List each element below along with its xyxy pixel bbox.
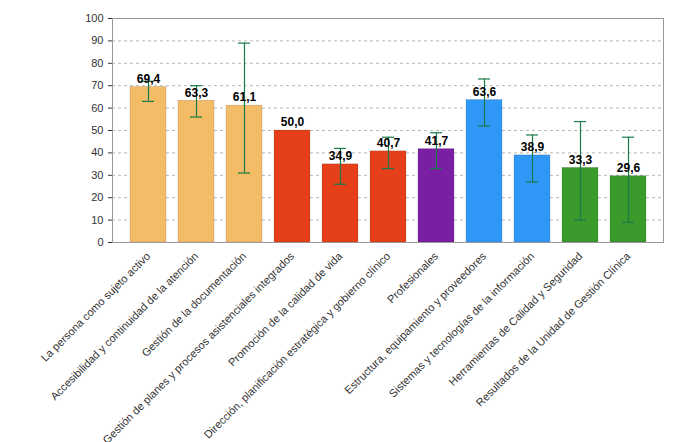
- svg-text:63,3: 63,3: [185, 86, 209, 100]
- svg-text:0: 0: [97, 236, 103, 248]
- svg-text:20: 20: [91, 191, 103, 203]
- svg-text:70: 70: [91, 79, 103, 91]
- svg-text:Promoción de la calidad de vid: Promoción de la calidad de vida: [225, 249, 345, 369]
- svg-text:69,4: 69,4: [137, 72, 161, 86]
- svg-text:80: 80: [91, 57, 103, 69]
- svg-text:40: 40: [91, 146, 103, 158]
- svg-text:Estructura, equipamiento y pro: Estructura, equipamiento y proveedores: [342, 249, 489, 397]
- svg-text:33,3: 33,3: [569, 153, 593, 167]
- svg-text:Herramientas de Calidad y Segu: Herramientas de Calidad y Seguridad: [446, 249, 585, 388]
- svg-text:Resultados de la Unidad de Ges: Resultados de la Unidad de Gestión Clíni…: [473, 249, 633, 409]
- svg-text:Profesionales: Profesionales: [384, 249, 441, 306]
- svg-text:63,6: 63,6: [473, 85, 497, 99]
- svg-text:40,7: 40,7: [377, 136, 401, 150]
- svg-text:Gestión de planes y procesos a: Gestión de planes y procesos asistencial…: [100, 249, 296, 442]
- svg-text:41,7: 41,7: [425, 134, 449, 148]
- svg-text:50: 50: [91, 124, 103, 136]
- svg-text:34,9: 34,9: [329, 149, 353, 163]
- svg-text:29,6: 29,6: [617, 161, 641, 175]
- svg-text:50,0: 50,0: [281, 115, 305, 129]
- svg-text:90: 90: [91, 34, 103, 46]
- svg-text:Sistemas y tecnologías de la i: Sistemas y tecnologías de la información: [386, 249, 537, 400]
- svg-text:60: 60: [91, 102, 103, 114]
- svg-text:Dirección, planificación estra: Dirección, planificación estratégica y g…: [201, 250, 392, 441]
- svg-text:100: 100: [85, 12, 103, 24]
- svg-text:Accesibilidad y continuidad de: Accesibilidad y continuidad de la atenci…: [47, 249, 201, 403]
- svg-text:30: 30: [91, 169, 103, 181]
- svg-text:Gestión de la documentación: Gestión de la documentación: [139, 249, 249, 359]
- svg-text:61,1: 61,1: [233, 90, 257, 104]
- svg-text:10: 10: [91, 214, 103, 226]
- svg-text:38,9: 38,9: [521, 140, 545, 154]
- svg-text:La persona como sujeto activo: La persona como sujeto activo: [38, 249, 153, 364]
